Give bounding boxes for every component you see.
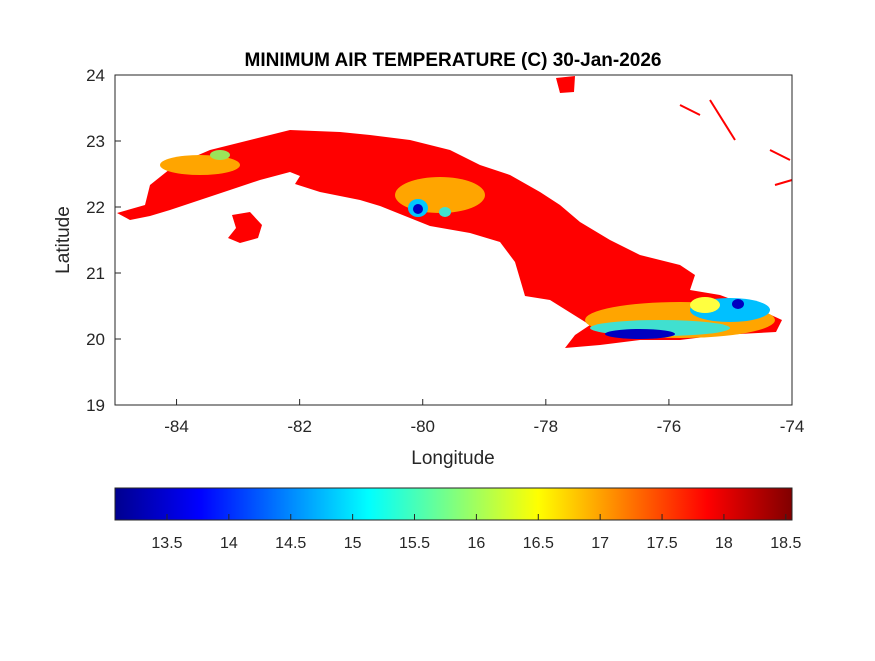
temperature-patch [210,150,230,160]
x-tick-label: -74 [780,417,805,436]
colorbar-tick-label: 15.5 [399,535,430,552]
temperature-patch [439,207,451,217]
y-tick-label: 20 [86,330,105,349]
map-layer [117,76,793,348]
x-axis-label: Longitude [411,448,494,469]
colorbar-tick-label: 15 [344,535,362,552]
colorbar-tick-label: 14.5 [275,535,306,552]
x-tick-label: -78 [534,417,559,436]
temperature-patch [413,204,423,214]
x-ticks: -84 -82 -80 -78 -76 -74 [164,399,804,436]
x-tick-label: -76 [657,417,682,436]
y-ticks: 19 20 21 22 23 24 [86,66,121,415]
y-tick-label: 21 [86,264,105,283]
colorbar-tick-label: 18 [715,535,733,552]
land-small-island [556,76,575,93]
land-key [774,179,793,186]
colorbar [114,487,793,521]
colorbar-tick-label: 17.5 [646,535,677,552]
chart-title: MINIMUM AIR TEMPERATURE (C) 30-Jan-2026 [245,50,662,71]
x-tick-label: -82 [287,417,312,436]
y-tick-label: 19 [86,396,105,415]
temperature-patch [732,299,744,309]
land-key [679,104,701,116]
colorbar-tick-label: 16.5 [523,535,554,552]
land-key [769,149,791,161]
land-key [709,99,736,141]
y-tick-label: 23 [86,132,105,151]
y-axis-label: Latitude [53,206,74,274]
temperature-patch [605,329,675,339]
colorbar-ticks: 13.5 14 14.5 15 15.5 16 16.5 17 17.5 18 18.5 [151,514,801,552]
colorbar-tick-label: 13.5 [151,535,182,552]
x-tick-label: -80 [410,417,435,436]
temperature-patch [690,297,720,313]
colorbar-tick-label: 17 [591,535,609,552]
land-main-island [117,130,782,348]
colorbar-tick-label: 18.5 [770,535,801,552]
y-tick-label: 24 [86,66,105,85]
plot-axes-box [114,74,793,406]
land-isla-juventud [228,212,262,243]
colorbar-tick-label: 14 [220,535,238,552]
colorbar-tick-label: 16 [467,535,485,552]
y-tick-label: 22 [86,198,105,217]
x-tick-label: -84 [164,417,189,436]
